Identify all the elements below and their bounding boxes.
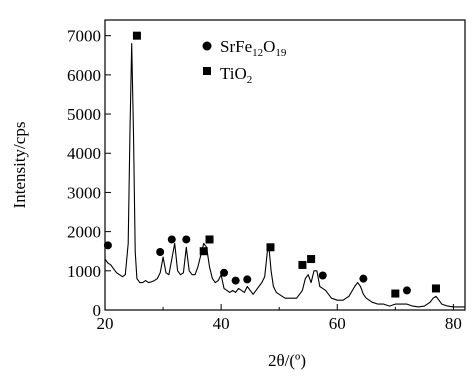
- tio2-peak-marker: [298, 260, 307, 269]
- y-tick-label: 0: [93, 301, 102, 320]
- y-axis-label: Intensity/cps: [10, 122, 29, 209]
- legend-label-tio2: TiO2: [220, 64, 252, 86]
- tio2-peak-marker: [205, 235, 214, 244]
- y-tick-label: 1000: [67, 262, 101, 281]
- srfe12o19-peak-marker: [402, 286, 411, 295]
- y-tick-label: 3000: [67, 183, 101, 202]
- tio2-peak-marker: [431, 284, 440, 293]
- y-tick-label: 2000: [67, 223, 101, 242]
- axes-frame: [104, 19, 466, 311]
- srfe12o19-peak-marker: [359, 274, 368, 283]
- srfe12o19-peak-marker: [103, 241, 112, 250]
- tio2-peak-marker: [391, 289, 400, 298]
- x-tick-label: 40: [213, 314, 230, 333]
- x-axis-ticks: 20 40 60 80: [97, 304, 462, 333]
- srfe12o19-peak-marker: [220, 268, 229, 277]
- tio2-peak-marker: [266, 243, 275, 252]
- srfe12o19-peak-marker: [231, 276, 240, 285]
- xrd-pattern-line: [104, 42, 465, 308]
- x-tick-label: 60: [329, 314, 346, 333]
- legend-label-srfe12o19: SrFe12O19: [220, 37, 287, 59]
- x-axis-label: 2θ/(º): [268, 351, 306, 370]
- srfe12o19-peak-marker: [318, 271, 327, 280]
- peak-markers: [103, 31, 440, 298]
- x-tick-label: 80: [445, 314, 462, 333]
- legend-circle-marker: [202, 41, 212, 51]
- plot-frame: [104, 19, 466, 311]
- y-tick-label: 7000: [67, 27, 101, 46]
- legend-square-marker: [203, 67, 211, 75]
- srfe12o19-peak-marker: [243, 275, 252, 284]
- srfe12o19-peak-marker: [156, 248, 165, 256]
- x-tick-label: 20: [97, 314, 114, 333]
- srfe12o19-peak-marker: [167, 235, 176, 244]
- y-tick-label: 4000: [67, 144, 101, 163]
- y-tick-label: 5000: [67, 105, 101, 124]
- srfe12o19-peak-marker: [182, 235, 191, 244]
- y-tick-label: 6000: [67, 66, 101, 85]
- tio2-peak-marker: [307, 255, 316, 264]
- legend: SrFe12O19 TiO2: [202, 37, 287, 86]
- tio2-peak-marker: [132, 31, 141, 40]
- tio2-peak-marker: [199, 247, 208, 256]
- y-axis-ticks: 0 1000 2000 3000 4000 5000 6000 7000: [67, 27, 111, 320]
